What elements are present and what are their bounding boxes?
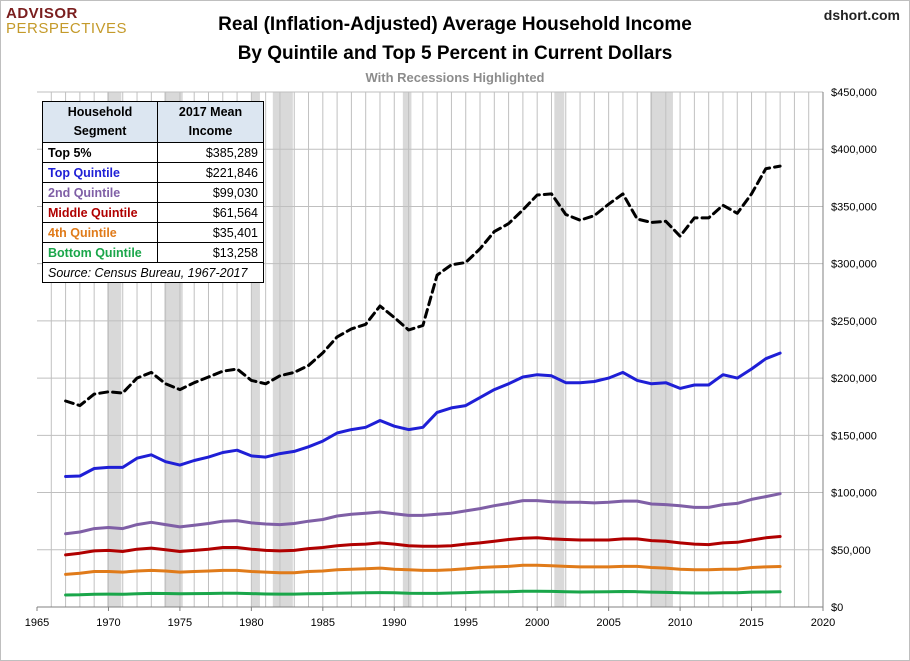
x-tick-label: 2020 <box>811 617 835 629</box>
logo-top-text: ADVISOR <box>6 5 78 22</box>
legend-row: Top Quintile $221,846 <box>42 162 264 183</box>
legend-row-name: Bottom Quintile <box>42 242 158 263</box>
y-tick-label: $0 <box>831 602 843 614</box>
y-tick-label: $400,000 <box>831 144 877 156</box>
y-tick-label: $350,000 <box>831 201 877 213</box>
legend-col-segment: Household Segment <box>42 101 158 143</box>
y-tick-label: $200,000 <box>831 373 877 385</box>
recession-band <box>251 92 260 607</box>
legend-row-value: $221,846 <box>157 162 264 183</box>
x-tick-label: 1985 <box>311 617 335 629</box>
chart-title-line1: Real (Inflation-Adjusted) Average Househ… <box>218 14 692 35</box>
legend-row-value: $35,401 <box>157 222 264 243</box>
y-tick-label: $50,000 <box>831 545 871 557</box>
series-line-bottom-quintile <box>64 589 782 597</box>
x-tick-label: 2000 <box>525 617 549 629</box>
series-line-middle-quintile <box>64 535 782 557</box>
advisor-perspectives-logo: ADVISOR PERSPECTIVES <box>6 6 127 36</box>
series-line-top-5 <box>64 164 782 408</box>
legend-row: Top 5% $385,289 <box>42 142 264 163</box>
series-line-top-quintile <box>64 351 782 478</box>
legend-header-row: Household Segment 2017 Mean Income <box>42 101 264 143</box>
y-tick-label: $450,000 <box>831 87 877 99</box>
chart-title-line2: By Quintile and Top 5 Percent in Current… <box>237 43 673 64</box>
legend-row-name: 2nd Quintile <box>42 182 158 203</box>
legend-source: Source: Census Bureau, 1967-2017 <box>42 262 264 283</box>
legend-row-name: 4th Quintile <box>42 222 158 243</box>
data-series <box>64 164 782 597</box>
x-tick-label: 1995 <box>453 617 477 629</box>
legend-row-value: $61,564 <box>157 202 264 223</box>
legend-row: Middle Quintile $61,564 <box>42 202 264 223</box>
logo-bottom-text: PERSPECTIVES <box>6 20 128 37</box>
legend-row-name: Middle Quintile <box>42 202 158 223</box>
site-credit: dshort.com <box>823 7 900 23</box>
x-tick-label: 1975 <box>168 617 192 629</box>
legend-row-name: Top 5% <box>42 142 158 163</box>
y-tick-label: $250,000 <box>831 316 877 328</box>
axes: $0 $50,000 $100,000 $150,000 $200,000 $250,00… <box>25 87 877 629</box>
x-tick-label: 2005 <box>596 617 620 629</box>
series-line-2nd-quintile <box>64 492 782 536</box>
legend-source-row: Source: Census Bureau, 1967-2017 <box>42 262 264 283</box>
grid-lines <box>37 91 823 607</box>
x-tick-label: 2010 <box>668 617 692 629</box>
recession-band <box>650 92 673 607</box>
chart-subtitle: With Recessions Highlighted <box>365 70 545 85</box>
x-tick-label: 2015 <box>739 617 763 629</box>
legend-row-name: Top Quintile <box>42 162 158 183</box>
legend-row: Bottom Quintile $13,258 <box>42 242 264 263</box>
legend-col-income: 2017 Mean Income <box>157 101 264 143</box>
legend-table: Household Segment 2017 Mean Income Top 5… <box>42 101 264 283</box>
x-tick-label: 1965 <box>25 617 49 629</box>
x-tick-label: 1990 <box>382 617 406 629</box>
recession-band <box>554 92 565 607</box>
recession-band <box>272 92 293 607</box>
x-tick-label: 1970 <box>96 617 120 629</box>
x-tick-label: 1980 <box>239 617 263 629</box>
legend-row-value: $99,030 <box>157 182 264 203</box>
legend-row: 2nd Quintile $99,030 <box>42 182 264 203</box>
y-tick-label: $150,000 <box>831 430 877 442</box>
series-line-4th-quintile <box>64 563 782 576</box>
recession-band <box>402 92 412 607</box>
chart-title: Real (Inflation-Adjusted) Average Househ… <box>0 10 910 68</box>
legend-row-value: $13,258 <box>157 242 264 263</box>
legend-row-value: $385,289 <box>157 142 264 163</box>
y-tick-label: $300,000 <box>831 259 877 271</box>
y-tick-label: $100,000 <box>831 488 877 500</box>
legend-row: 4th Quintile $35,401 <box>42 222 264 243</box>
